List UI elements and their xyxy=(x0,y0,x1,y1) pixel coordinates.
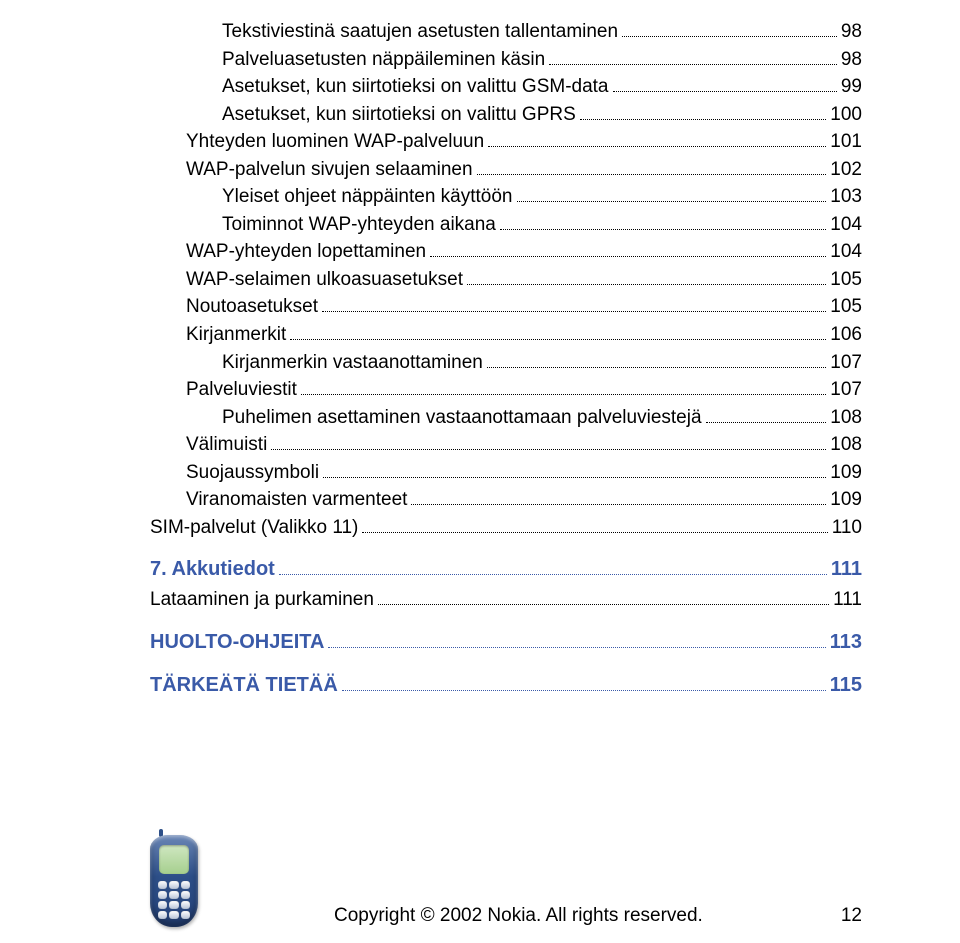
toc-page-number: 110 xyxy=(832,514,862,542)
toc-entry: TÄRKEÄTÄ TIETÄÄ 115 xyxy=(150,671,862,700)
toc-leader-dots xyxy=(487,349,826,367)
toc-label: Palveluasetusten näppäileminen käsin xyxy=(222,46,545,74)
toc-leader-dots xyxy=(322,294,826,312)
toc-label: WAP-yhteyden lopettaminen xyxy=(186,238,426,266)
phone-icon xyxy=(150,835,198,927)
toc-entry: Kirjanmerkin vastaanottaminen 107 xyxy=(150,349,862,377)
toc-page-number: 106 xyxy=(830,321,862,349)
toc-label: Toiminnot WAP-yhteyden aikana xyxy=(222,211,496,239)
toc-label: Lataaminen ja purkaminen xyxy=(150,586,374,614)
toc-label: Asetukset, kun siirtotieksi on valittu G… xyxy=(222,73,609,101)
toc-label: TÄRKEÄTÄ TIETÄÄ xyxy=(150,671,338,700)
toc-entry: SIM-palvelut (Valikko 11) 110 xyxy=(150,514,862,542)
toc-entry: Puhelimen asettaminen vastaanottamaan pa… xyxy=(150,404,862,432)
toc-entry: Palveluviestit 107 xyxy=(150,376,862,404)
toc-leader-dots xyxy=(622,19,837,37)
toc-label: Puhelimen asettaminen vastaanottamaan pa… xyxy=(222,404,702,432)
toc-leader-dots xyxy=(342,672,826,691)
toc-leader-dots xyxy=(613,74,837,92)
toc-label: WAP-palvelun sivujen selaaminen xyxy=(186,156,473,184)
toc-leader-dots xyxy=(580,102,827,120)
toc-label: Kirjanmerkin vastaanottaminen xyxy=(222,349,483,377)
toc-entry: Tekstiviestinä saatujen asetusten tallen… xyxy=(150,18,862,46)
toc-page-number: 105 xyxy=(830,293,862,321)
toc-label: 7. Akkutiedot xyxy=(150,555,275,584)
toc-page-number: 109 xyxy=(830,459,862,487)
toc-leader-dots xyxy=(271,432,826,450)
toc-label: WAP-selaimen ulkoasuasetukset xyxy=(186,266,463,294)
toc-leader-dots xyxy=(706,405,827,423)
toc-entry: 7. Akkutiedot 111 xyxy=(150,555,862,584)
toc-page-number: 111 xyxy=(831,555,862,584)
toc-page-number: 105 xyxy=(830,266,862,294)
toc-leader-dots xyxy=(362,515,827,533)
toc-label: Kirjanmerkit xyxy=(186,321,286,349)
toc-page-number: 111 xyxy=(833,586,862,614)
toc-entry: Kirjanmerkit 106 xyxy=(150,321,862,349)
toc-leader-dots xyxy=(500,212,826,230)
toc-page-number: 98 xyxy=(841,18,862,46)
toc-leader-dots xyxy=(477,157,827,175)
toc-entry: Viranomaisten varmenteet 109 xyxy=(150,486,862,514)
page-footer: Copyright © 2002 Nokia. All rights reser… xyxy=(150,835,862,927)
toc-list: Tekstiviestinä saatujen asetusten tallen… xyxy=(150,18,862,700)
toc-page-number: 113 xyxy=(830,628,862,657)
toc-leader-dots xyxy=(488,129,826,147)
toc-page-number: 98 xyxy=(841,46,862,74)
toc-entry: Asetukset, kun siirtotieksi on valittu G… xyxy=(150,73,862,101)
toc-entry: Noutoasetukset 105 xyxy=(150,293,862,321)
toc-leader-dots xyxy=(411,487,826,505)
toc-page-number: 99 xyxy=(841,73,862,101)
toc-leader-dots xyxy=(301,377,826,395)
toc-page-number: 101 xyxy=(830,128,862,156)
toc-page-number: 115 xyxy=(830,671,862,700)
toc-page-number: 100 xyxy=(830,101,862,129)
toc-label: SIM-palvelut (Valikko 11) xyxy=(150,514,358,542)
toc-page-number: 104 xyxy=(830,211,862,239)
toc-entry: WAP-selaimen ulkoasuasetukset 105 xyxy=(150,266,862,294)
toc-leader-dots xyxy=(467,267,826,285)
toc-entry: Yleiset ohjeet näppäinten käyttöön 103 xyxy=(150,183,862,211)
toc-leader-dots xyxy=(517,184,827,202)
toc-label: Noutoasetukset xyxy=(186,293,318,321)
toc-entry: Yhteyden luominen WAP-palveluun 101 xyxy=(150,128,862,156)
toc-page-number: 102 xyxy=(830,156,862,184)
toc-entry: HUOLTO-OHJEITA 113 xyxy=(150,628,862,657)
toc-entry: Suojaussymboli 109 xyxy=(150,459,862,487)
toc-page-number: 104 xyxy=(830,238,862,266)
toc-leader-dots xyxy=(549,46,837,64)
toc-page-number: 107 xyxy=(830,376,862,404)
toc-page-number: 107 xyxy=(830,349,862,377)
toc-label: Palveluviestit xyxy=(186,376,297,404)
toc-leader-dots xyxy=(378,587,829,605)
toc-label: Asetukset, kun siirtotieksi on valittu G… xyxy=(222,101,576,129)
toc-page-number: 108 xyxy=(830,431,862,459)
page-number: 12 xyxy=(841,905,862,927)
toc-label: Viranomaisten varmenteet xyxy=(186,486,407,514)
toc-leader-dots xyxy=(323,460,826,478)
copyright-text: Copyright © 2002 Nokia. All rights reser… xyxy=(216,905,821,927)
toc-leader-dots xyxy=(290,322,826,340)
toc-entry: Palveluasetusten näppäileminen käsin 98 xyxy=(150,46,862,74)
toc-label: Välimuisti xyxy=(186,431,267,459)
toc-entry: Toiminnot WAP-yhteyden aikana 104 xyxy=(150,211,862,239)
toc-page-number: 109 xyxy=(830,486,862,514)
toc-label: Yhteyden luominen WAP-palveluun xyxy=(186,128,484,156)
toc-entry: Lataaminen ja purkaminen 111 xyxy=(150,586,862,614)
toc-entry: WAP-palvelun sivujen selaaminen 102 xyxy=(150,156,862,184)
toc-entry: Välimuisti 108 xyxy=(150,431,862,459)
toc-label: Yleiset ohjeet näppäinten käyttöön xyxy=(222,183,513,211)
page-container: Tekstiviestinä saatujen asetusten tallen… xyxy=(0,0,960,943)
toc-page-number: 108 xyxy=(830,404,862,432)
toc-leader-dots xyxy=(279,556,827,575)
toc-label: Suojaussymboli xyxy=(186,459,319,487)
toc-entry: Asetukset, kun siirtotieksi on valittu G… xyxy=(150,101,862,129)
toc-leader-dots xyxy=(328,629,825,648)
toc-page-number: 103 xyxy=(830,183,862,211)
toc-entry: WAP-yhteyden lopettaminen 104 xyxy=(150,238,862,266)
toc-label: HUOLTO-OHJEITA xyxy=(150,628,324,657)
toc-leader-dots xyxy=(430,239,826,257)
toc-label: Tekstiviestinä saatujen asetusten tallen… xyxy=(222,18,618,46)
